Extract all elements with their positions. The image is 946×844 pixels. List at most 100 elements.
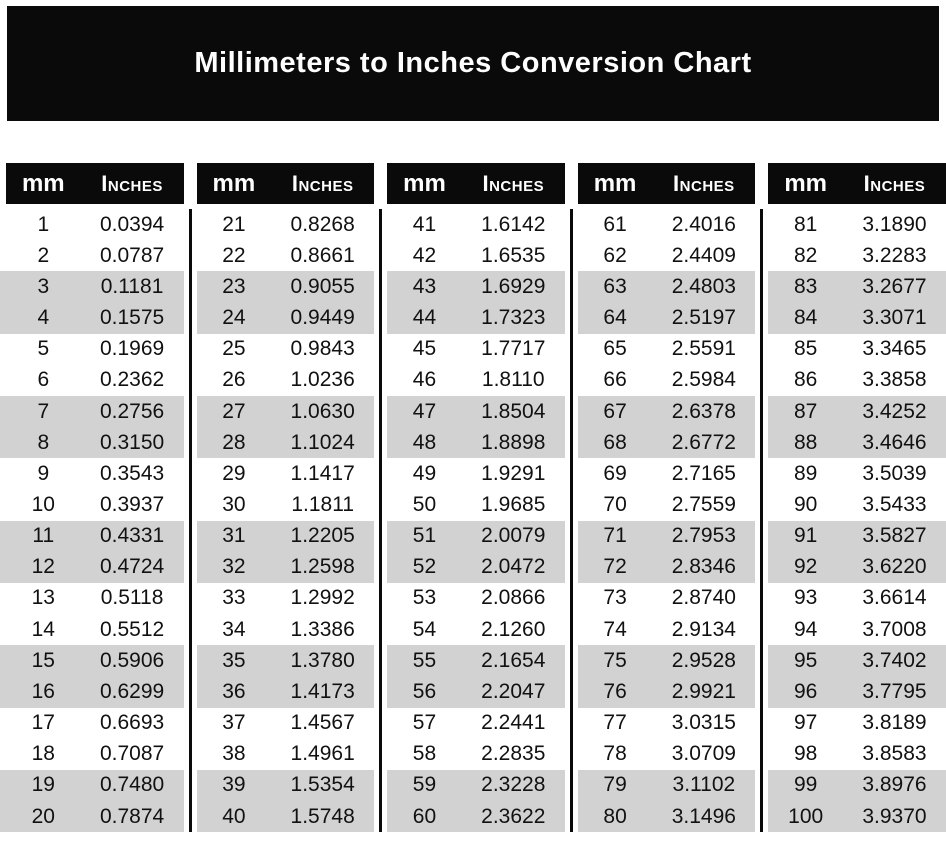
cell-inches-value: 2.5591 xyxy=(671,337,736,361)
cell-inches-value: 2.1260 xyxy=(481,617,546,641)
table-row: 79 3.1102 xyxy=(577,769,756,801)
table-row: 52 2.0472 xyxy=(387,551,565,583)
table-row: 37 1.4567 xyxy=(197,708,375,739)
table-row: 70 2.7559 xyxy=(578,489,756,520)
column-group: mm Inches 1 0.0394 2 0.0787 3 0.1181 4 0.1575 5 0.1… xyxy=(0,163,184,833)
cell-inches-value: 2.4409 xyxy=(671,243,736,267)
cell-inches-value: 2.4803 xyxy=(671,274,736,298)
cell-inches-value: 1.2205 xyxy=(290,524,355,548)
table-row: 28 1.1024 xyxy=(196,427,375,459)
cell-mm-value: 61 xyxy=(603,212,627,236)
cell-mm-value: 91 xyxy=(793,524,818,548)
cell-inches-value: 3.3858 xyxy=(862,368,927,392)
cell-inches-value: 3.5039 xyxy=(862,461,927,485)
table-row: 74 2.9134 xyxy=(578,614,756,645)
cell-mm-value: 78 xyxy=(603,742,627,766)
cell-inches-value: 2.8740 xyxy=(671,586,736,610)
cell-inches-value: 0.5906 xyxy=(99,648,165,672)
cell-inches-value: 1.1811 xyxy=(291,492,354,516)
cell-inches-value: 1.9685 xyxy=(481,492,546,516)
cell-inches-value: 1.1024 xyxy=(290,430,355,454)
cell-inches-value: 2.1654 xyxy=(481,648,546,672)
cell-mm-value: 60 xyxy=(412,804,437,828)
cell-mm-value: 85 xyxy=(793,337,818,361)
group-header: mm Inches xyxy=(6,163,184,204)
cell-mm-value: 14 xyxy=(31,617,55,641)
page-title: Millimeters to Inches Conversion Chart xyxy=(194,47,752,79)
table-row: 55 2.1654 xyxy=(387,645,565,677)
table-row: 49 1.9291 xyxy=(387,458,565,489)
group-rows: 61 2.4016 62 2.4409 63 2.4803 64 2.5197 65 2.5591… xyxy=(577,209,756,833)
cell-inches-value: 2.4016 xyxy=(671,212,736,236)
cell-inches-value: 0.6693 xyxy=(99,711,165,735)
cell-mm-value: 7 xyxy=(37,399,50,423)
table-row: 71 2.7953 xyxy=(577,520,756,552)
cell-mm-value: 1 xyxy=(37,212,50,236)
cell-mm-value: 72 xyxy=(603,555,627,579)
table-row: 26 1.0236 xyxy=(197,365,375,396)
table-row: 15 0.5906 xyxy=(0,645,184,677)
column-divider xyxy=(374,163,387,832)
cell-mm-value: 87 xyxy=(793,399,818,423)
table-row: 44 1.7323 xyxy=(387,302,565,334)
cell-mm-value: 11 xyxy=(32,524,55,548)
group-rows: 21 0.8268 22 0.8661 23 0.9055 24 0.9449 25 0.9843… xyxy=(196,209,375,833)
cell-inches-value: 0.5118 xyxy=(100,586,164,610)
cell-inches-value: 0.9843 xyxy=(290,337,355,361)
table-row: 46 1.8110 xyxy=(387,365,565,396)
cell-mm-value: 74 xyxy=(603,617,627,641)
cell-mm-value: 30 xyxy=(222,492,246,516)
table-row: 99 3.8976 xyxy=(768,769,946,801)
cell-mm-value: 34 xyxy=(222,617,246,641)
header-inches-label: Inches xyxy=(101,170,163,196)
cell-mm-value: 35 xyxy=(222,648,246,672)
table-row: 60 2.3622 xyxy=(387,800,565,833)
table-row: 90 3.5433 xyxy=(768,489,946,520)
cell-mm-value: 24 xyxy=(222,306,246,330)
cell-mm-value: 5 xyxy=(37,337,50,361)
cell-mm-value: 79 xyxy=(603,773,627,797)
table-row: 67 2.6378 xyxy=(577,395,756,428)
table-row: 56 2.2047 xyxy=(387,676,565,708)
cell-mm-value: 21 xyxy=(222,212,246,236)
cell-inches-value: 1.1417 xyxy=(290,461,355,485)
cell-mm-value: 69 xyxy=(603,461,627,485)
table-row: 69 2.7165 xyxy=(578,458,756,489)
cell-mm-value: 19 xyxy=(31,773,55,797)
cell-inches-value: 2.5984 xyxy=(671,368,736,392)
cell-inches-value: 0.7874 xyxy=(99,804,165,828)
cell-mm-value: 23 xyxy=(222,274,246,298)
cell-mm-value: 33 xyxy=(222,586,246,610)
table-row: 35 1.3780 xyxy=(196,645,375,677)
table-row: 50 1.9685 xyxy=(387,489,565,520)
table-row: 73 2.8740 xyxy=(578,583,756,614)
table-row: 95 3.7402 xyxy=(768,645,946,677)
table-row: 9 0.3543 xyxy=(0,458,184,489)
header-mm-label: mm xyxy=(784,169,827,197)
cell-inches-value: 1.6535 xyxy=(481,243,546,267)
table-row: 65 2.5591 xyxy=(578,334,756,365)
cell-inches-value: 3.5827 xyxy=(862,524,927,548)
header-inches-label: Inches xyxy=(863,170,926,196)
table-row: 29 1.1417 xyxy=(197,458,375,489)
cell-mm-value: 32 xyxy=(222,555,246,579)
cell-mm-value: 13 xyxy=(31,586,55,610)
cell-inches-value: 1.8898 xyxy=(481,430,546,454)
cell-mm-value: 92 xyxy=(793,555,818,579)
cell-inches-value: 1.6929 xyxy=(481,274,546,298)
cell-inches-value: 0.9449 xyxy=(290,306,355,330)
cell-inches-value: 1.7323 xyxy=(481,306,546,330)
cell-inches-value: 3.1102 xyxy=(672,773,736,797)
cell-inches-value: 2.5197 xyxy=(671,306,736,330)
column-group: mm Inches 21 0.8268 22 0.8661 23 0.9055 24 0.9449… xyxy=(196,163,375,833)
table-row: 92 3.6220 xyxy=(768,551,946,583)
cell-mm-value: 86 xyxy=(793,368,818,392)
table-row: 48 1.8898 xyxy=(387,427,565,459)
cell-inches-value: 1.7717 xyxy=(481,337,546,361)
table-row: 100 3.9370 xyxy=(768,800,946,833)
cell-mm-value: 38 xyxy=(222,742,246,766)
group-header: mm Inches xyxy=(387,163,565,204)
table-row: 24 0.9449 xyxy=(196,302,375,334)
cell-inches-value: 0.7087 xyxy=(99,742,165,766)
cell-mm-value: 97 xyxy=(793,711,818,735)
